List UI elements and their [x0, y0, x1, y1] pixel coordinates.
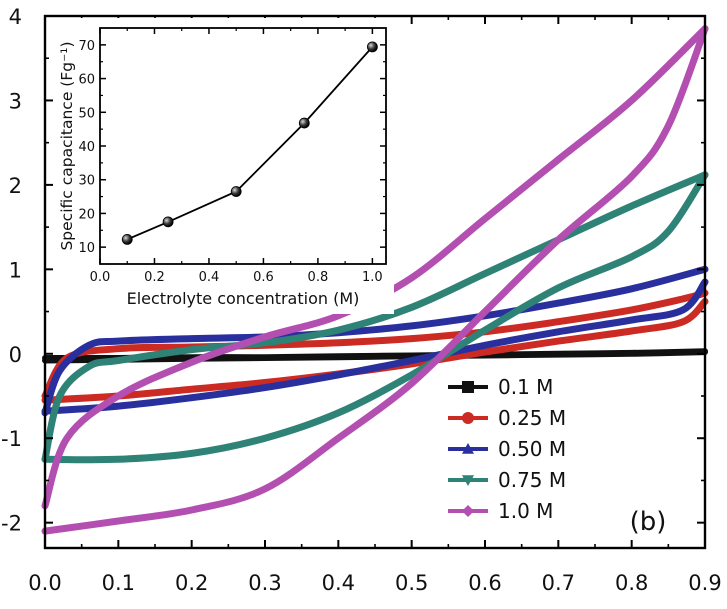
- inset-y-tick-label: 40: [78, 140, 95, 155]
- x-tick-label: 0.3: [248, 571, 281, 595]
- x-tick-label: 0.8: [615, 571, 648, 595]
- inset-x-tick-label: 0.8: [308, 270, 329, 285]
- legend-label: 0.1 M: [498, 375, 553, 399]
- legend-item: 0.75 M: [448, 468, 566, 492]
- y-tick-label: 3: [9, 89, 22, 113]
- x-tick-label: 0.1: [102, 571, 135, 595]
- x-tick-label: 0.9: [688, 571, 721, 595]
- y-tick-label: -1: [1, 427, 22, 451]
- x-tick-label: 0.2: [175, 571, 208, 595]
- legend-item: 0.25 M: [448, 406, 566, 430]
- inset-y-tick-label: 30: [78, 174, 95, 189]
- legend-item: 0.50 M: [448, 437, 566, 461]
- legend-marker: [462, 443, 474, 454]
- inset-y-tick-label: 10: [78, 241, 95, 256]
- panel-label: (b): [630, 507, 667, 537]
- inset-y-axis-label: Specific capacitance (Fg⁻¹): [58, 41, 76, 250]
- x-tick-label: 0.6: [468, 571, 501, 595]
- legend-item: 1.0 M: [448, 499, 553, 523]
- y-tick-label: 1: [9, 258, 22, 282]
- inset-x-axis-label: Electrolyte concentration (M): [127, 289, 360, 308]
- inset-data-point: [230, 186, 242, 197]
- legend-label: 0.75 M: [498, 468, 566, 492]
- inset-x-tick-label: 0.2: [144, 270, 165, 285]
- legend-marker: [462, 381, 474, 393]
- inset-data-point: [298, 117, 310, 129]
- inset-y-tick-label: 50: [78, 106, 95, 121]
- inset-data-point: [366, 41, 378, 53]
- cv-reverse-scan: [41, 25, 709, 535]
- inset-x-tick-label: 1.0: [362, 270, 383, 285]
- y-tick-label: 0: [9, 343, 22, 367]
- legend-marker: [462, 505, 474, 517]
- legend-marker: [462, 412, 474, 424]
- inset-x-tick-label: 0.4: [199, 270, 220, 285]
- inset-y-tick-label: 20: [78, 207, 95, 222]
- inset-x-tick-label: 0.0: [90, 270, 111, 285]
- cv-forward-scan: [41, 289, 709, 400]
- x-tick-label: 0.0: [28, 571, 61, 595]
- x-tick-label: 0.5: [395, 571, 428, 595]
- y-tick-label: 4: [9, 5, 22, 29]
- legend-label: 0.50 M: [498, 437, 566, 461]
- cv-reverse-scan: [42, 349, 708, 364]
- legend-label: 0.25 M: [498, 406, 566, 430]
- legend-label: 1.0 M: [498, 499, 553, 523]
- legend-item: 0.1 M: [448, 375, 553, 399]
- legend-marker: [462, 475, 474, 486]
- cv-reverse-scan: [41, 171, 709, 464]
- y-tick-label: 2: [9, 174, 22, 198]
- inset-data-point: [121, 233, 133, 245]
- inset-x-tick-label: 0.6: [253, 270, 274, 285]
- cv-reverse-scan: [41, 278, 709, 415]
- inset-y-tick-label: 60: [78, 73, 95, 88]
- inset-y-tick-label: 70: [78, 39, 95, 54]
- x-tick-label: 0.4: [322, 571, 355, 595]
- y-tick-label: -2: [1, 512, 22, 536]
- x-tick-label: 0.7: [542, 571, 575, 595]
- inset-data-point: [162, 216, 174, 228]
